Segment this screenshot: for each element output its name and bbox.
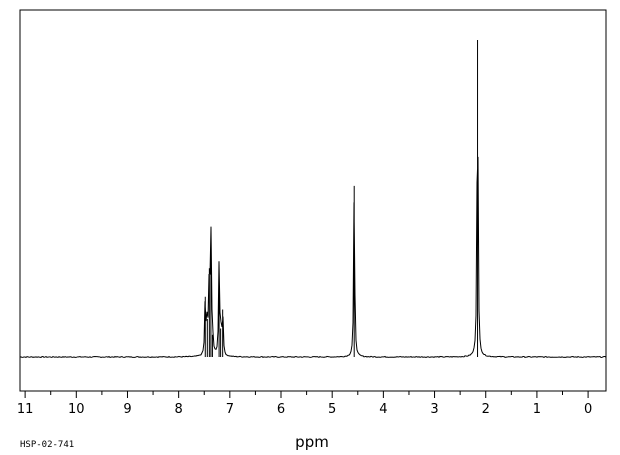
spectrum-trace [19,40,607,359]
x-tick-label: 11 [17,402,34,417]
x-tick-label: 0 [584,402,592,417]
x-axis-label: ppm [295,433,329,451]
x-tick-label: 9 [123,402,131,417]
x-tick-label: 2 [482,402,490,417]
plot-frame [19,9,607,392]
x-tick-label: 4 [379,402,387,417]
x-tick-label: 10 [68,402,85,417]
x-tick-label: 5 [328,402,336,417]
x-tick-label: 8 [175,402,183,417]
x-axis-tick-labels: 11 10 9 8 7 6 5 4 3 2 1 0 [17,402,592,417]
x-tick-label: 7 [226,402,234,417]
x-tick-label: 6 [277,402,285,417]
x-tick-label: 3 [430,402,438,417]
x-tick-label: 1 [533,402,541,417]
x-axis-ticks [24,391,589,398]
sample-id: HSP-02-741 [20,440,74,450]
